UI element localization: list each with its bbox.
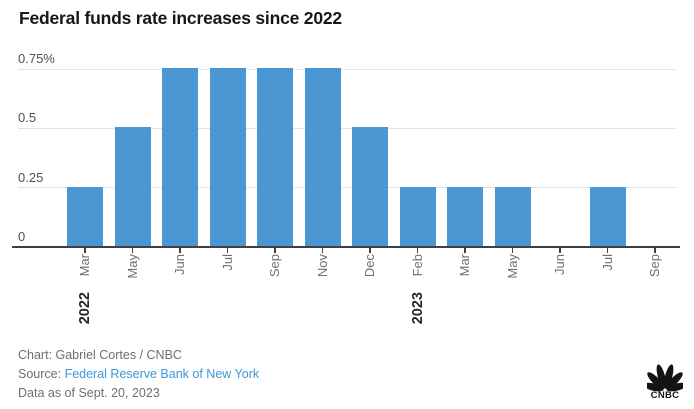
y-axis-tick-label: 0 xyxy=(18,229,26,244)
x-axis-month-label: Jun xyxy=(552,254,567,275)
bar-jul-3 xyxy=(209,68,246,246)
x-axis-tick xyxy=(226,248,229,253)
bar-feb-7 xyxy=(399,186,436,246)
x-axis-line xyxy=(12,246,680,248)
x-axis-month-label: Jun xyxy=(172,254,187,275)
gridline xyxy=(18,187,676,189)
x-axis-tick xyxy=(559,248,561,253)
source-label: Source: xyxy=(18,367,65,381)
bar-jun-2 xyxy=(162,68,198,246)
x-axis-tick xyxy=(416,248,419,253)
bar-mar-0 xyxy=(67,186,103,246)
cnbc-logo-text: CNBC xyxy=(650,390,680,401)
bar-nov-5 xyxy=(304,68,341,246)
x-axis-tick xyxy=(179,248,181,253)
y-axis-tick-label: 0.25 xyxy=(18,169,44,185)
x-axis-month-label: May xyxy=(504,254,520,279)
x-axis-month-label: Nov xyxy=(314,254,330,278)
chart-title: Federal funds rate increases since 2022 xyxy=(19,8,342,28)
y-axis-tick-label: 0.75% xyxy=(18,51,55,66)
x-axis-month-label: Sep xyxy=(267,254,282,278)
x-axis-year-label: 2022 xyxy=(77,292,93,325)
x-axis-tick xyxy=(511,248,514,253)
source-link[interactable]: Federal Reserve Bank of New York xyxy=(64,367,260,381)
gridline xyxy=(18,127,676,129)
bar-dec-6 xyxy=(352,127,388,246)
bar-may-9 xyxy=(494,186,531,246)
bar-sep-4 xyxy=(257,68,293,246)
x-axis-tick xyxy=(274,248,276,253)
x-axis-tick xyxy=(84,248,86,253)
x-axis-month-label: Jul xyxy=(599,254,615,271)
data-note: Data as of Sept. 20, 2023 xyxy=(18,386,160,400)
source-line: Source: Federal Reserve Bank of New York xyxy=(18,365,259,384)
x-axis-month-label: Mar xyxy=(457,254,472,277)
cnbc-logo: CNBC xyxy=(645,359,685,401)
x-axis-month-label: Jul xyxy=(219,254,235,271)
x-axis-tick xyxy=(654,248,656,253)
x-axis-tick xyxy=(464,248,466,253)
bar-jul-11 xyxy=(589,186,626,246)
x-axis-year-label: 2023 xyxy=(409,292,426,325)
x-axis-tick xyxy=(369,248,371,253)
x-axis-month-label: Dec xyxy=(362,254,377,278)
chart-footer: Chart: Gabriel Cortes / CNBC Source: Fed… xyxy=(18,346,259,403)
gridline xyxy=(18,68,676,70)
x-axis-tick xyxy=(321,248,324,253)
chart-credit: Chart: Gabriel Cortes / CNBC xyxy=(18,348,182,362)
x-axis-month-label: Sep xyxy=(647,254,662,278)
x-axis-tick xyxy=(131,248,134,253)
cnbc-peacock-icon xyxy=(647,364,683,392)
y-axis-tick-label: 0.5 xyxy=(18,110,37,126)
bar-may-1 xyxy=(114,127,151,246)
x-axis-month-label: May xyxy=(124,254,140,279)
x-axis-tick xyxy=(606,248,609,253)
bar-mar-8 xyxy=(447,186,483,246)
